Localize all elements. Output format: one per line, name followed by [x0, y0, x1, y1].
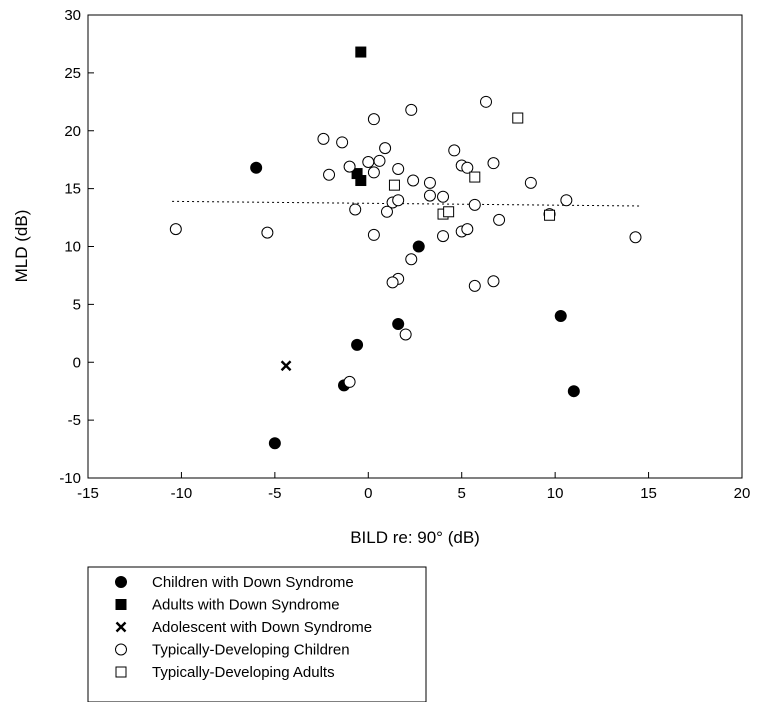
- data-point: [560, 194, 573, 207]
- data-points: [169, 46, 642, 450]
- data-point: [524, 176, 537, 189]
- data-point: [468, 279, 481, 292]
- data-point: [412, 240, 425, 253]
- y-tick-label: 25: [64, 65, 81, 82]
- data-point: [443, 206, 455, 218]
- data-point: [367, 166, 380, 179]
- x-tick-label: -5: [268, 485, 281, 502]
- data-point: [268, 437, 281, 450]
- data-point: [392, 162, 405, 175]
- data-point: [405, 253, 418, 266]
- data-point: [629, 231, 642, 244]
- data-point: [423, 176, 436, 189]
- data-point: [373, 154, 386, 167]
- legend-marker: [115, 643, 127, 656]
- y-tick-label: 15: [64, 181, 81, 198]
- data-point: [468, 198, 481, 211]
- data-point: [323, 168, 336, 181]
- data-point: [480, 95, 493, 108]
- data-point: [448, 144, 461, 157]
- legend-box: [87, 566, 427, 702]
- y-tick-label: -10: [59, 470, 81, 487]
- y-tick-label: 10: [64, 239, 81, 256]
- y-tick-label: 30: [64, 7, 81, 24]
- data-point: [392, 318, 405, 331]
- data-point: [169, 223, 182, 236]
- legend-label: Adults with Down Syndrome: [152, 597, 340, 614]
- data-point: [437, 190, 450, 203]
- data-point: [512, 112, 524, 124]
- legend-items: Children with Down Syndrome Adults with D…: [115, 574, 372, 681]
- legend: Children with Down Syndrome Adults with D…: [87, 566, 427, 702]
- data-point: [461, 223, 474, 236]
- data-point: [554, 309, 567, 322]
- y-tick-label: 5: [73, 296, 81, 313]
- data-point: [380, 205, 393, 218]
- data-point: [407, 174, 420, 187]
- legend-label: Typically-Developing Children: [152, 642, 350, 659]
- y-axis-label: MLD (dB): [12, 210, 31, 283]
- data-point: [355, 175, 367, 187]
- x-tick-label: 5: [458, 485, 466, 502]
- data-point: [469, 171, 481, 183]
- legend-marker: [115, 666, 127, 678]
- data-point: [399, 328, 412, 341]
- x-tick-label: 20: [734, 485, 751, 502]
- data-point: [343, 160, 356, 173]
- data-point: [336, 136, 349, 149]
- data-point: [493, 213, 506, 226]
- data-point: [567, 385, 580, 398]
- data-point: [388, 179, 400, 191]
- data-point: [461, 161, 474, 174]
- data-point: [349, 203, 362, 216]
- data-point: [351, 338, 364, 351]
- x-tick-label: -15: [77, 485, 99, 502]
- x-tick-label: 10: [547, 485, 564, 502]
- data-point: [405, 103, 418, 116]
- legend-marker: [115, 599, 127, 610]
- data-point: [317, 132, 330, 145]
- data-point: [367, 228, 380, 241]
- data-point: [355, 46, 367, 58]
- legend-label: Adolescent with Down Syndrome: [152, 619, 372, 636]
- data-point: [261, 226, 274, 239]
- data-point: [379, 142, 392, 155]
- x-axis-label: BILD re: 90° (dB): [350, 528, 480, 547]
- data-point: [367, 113, 380, 126]
- y-tick-label: 20: [64, 123, 81, 140]
- data-point: [487, 157, 500, 170]
- data-point: [392, 194, 405, 207]
- legend-label: Typically-Developing Adults: [152, 664, 335, 681]
- data-point: [487, 275, 500, 288]
- y-tick-label: -5: [68, 412, 81, 429]
- legend-marker: [115, 576, 127, 588]
- legend-marker: [115, 621, 127, 633]
- data-point: [386, 276, 399, 289]
- data-point: [280, 360, 292, 372]
- data-point: [437, 230, 450, 243]
- x-tick-label: 0: [364, 485, 372, 502]
- y-tick-label: 0: [73, 354, 81, 371]
- data-point: [343, 375, 356, 388]
- data-point: [250, 161, 263, 174]
- legend-label: Children with Down Syndrome: [152, 574, 354, 591]
- x-tick-label: -10: [171, 485, 193, 502]
- x-tick-label: 15: [640, 485, 657, 502]
- data-point: [423, 189, 436, 202]
- data-point: [544, 209, 556, 221]
- data-point: [362, 156, 375, 169]
